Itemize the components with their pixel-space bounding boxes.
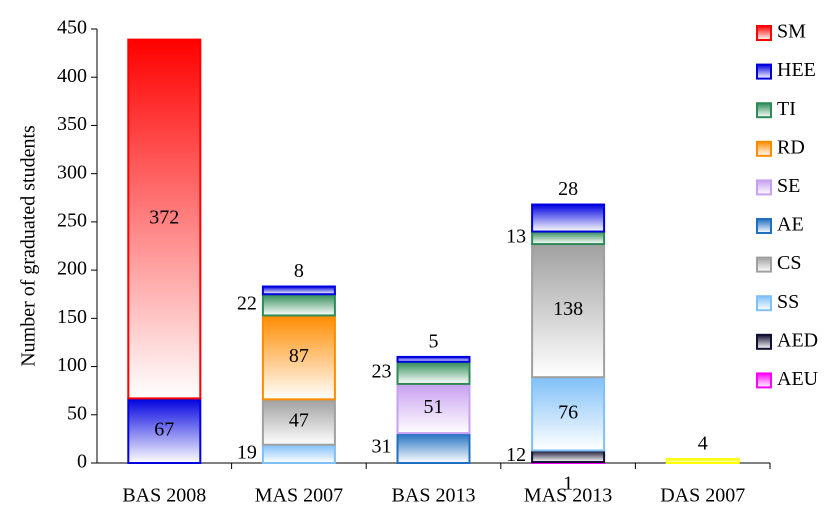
bar-segment [396, 360, 471, 385]
legend-label: SE [777, 175, 800, 197]
legend-swatch [756, 102, 772, 119]
x-tick-label: BAS 2008 [122, 485, 206, 507]
x-tick-label: DAS 2007 [660, 485, 745, 507]
bar-segment [261, 285, 336, 296]
bar-segment [127, 397, 202, 465]
bar-segment [531, 230, 606, 246]
data-label: 87 [289, 345, 309, 367]
data-label: 67 [154, 418, 174, 440]
x-tick-label: MAS 2007 [255, 485, 343, 507]
bar-segment [261, 443, 336, 465]
legend-label: AEU [777, 368, 819, 390]
y-tick-label: 100 [57, 354, 87, 376]
bar-segment [396, 382, 471, 435]
legend-swatch [756, 140, 772, 157]
data-label: 4 [698, 433, 708, 455]
legend-swatch [756, 372, 772, 389]
data-label: 8 [294, 260, 304, 282]
bar-segment [531, 243, 606, 379]
data-label: 28 [558, 178, 578, 200]
data-label: 5 [429, 331, 439, 353]
bar-segment [396, 432, 471, 465]
legend-swatch [756, 218, 772, 234]
legend-swatch [756, 333, 772, 350]
bar-segment [531, 449, 606, 464]
data-label: 47 [289, 410, 309, 432]
y-tick-label: 400 [57, 65, 87, 87]
y-tick-label: 450 [57, 17, 87, 39]
bar-segment [261, 314, 336, 401]
data-label: 138 [553, 298, 583, 320]
data-label: 23 [372, 360, 392, 382]
legend-label: AED [777, 329, 818, 351]
legend-label: HEE [777, 59, 816, 81]
legend-swatch [756, 295, 772, 312]
y-tick-label: 150 [57, 306, 87, 328]
legend-swatch [756, 25, 772, 41]
x-tick-label: BAS 2013 [392, 485, 476, 507]
bar-segment [261, 398, 336, 446]
legend-label: AE [777, 214, 804, 236]
bar-segment [531, 203, 606, 233]
y-tick-label: 300 [57, 161, 87, 183]
data-label: 31 [372, 436, 392, 458]
legend-swatch [756, 256, 772, 273]
y-tick-label: 50 [67, 402, 87, 424]
data-label: 12 [506, 444, 526, 466]
y-tick-label: 350 [57, 113, 87, 135]
y-tick-label: 250 [57, 209, 87, 231]
y-tick-label: 0 [77, 451, 87, 473]
legend-label: RD [777, 136, 805, 158]
y-axis-title: Number of graduated students [18, 125, 40, 367]
data-label: 22 [237, 292, 257, 314]
bar-segment [261, 293, 336, 317]
y-tick-label: 200 [57, 258, 87, 280]
legend-label: SS [777, 291, 799, 313]
data-label: 76 [558, 401, 578, 423]
x-tick-label: MAS 2013 [524, 485, 612, 507]
bar-segment [127, 38, 202, 400]
data-label: 1 [563, 473, 573, 495]
bar-segment [396, 355, 471, 363]
legend-label: CS [777, 252, 801, 274]
data-label: 19 [237, 441, 257, 463]
data-label: 372 [149, 207, 179, 229]
data-label: 51 [424, 396, 444, 418]
legend-swatch [756, 63, 772, 80]
legend-label: SM [777, 21, 806, 43]
legend-swatch [756, 179, 772, 196]
legend-label: TI [777, 98, 796, 120]
bar-segment [665, 458, 740, 464]
data-label: 13 [506, 225, 526, 247]
